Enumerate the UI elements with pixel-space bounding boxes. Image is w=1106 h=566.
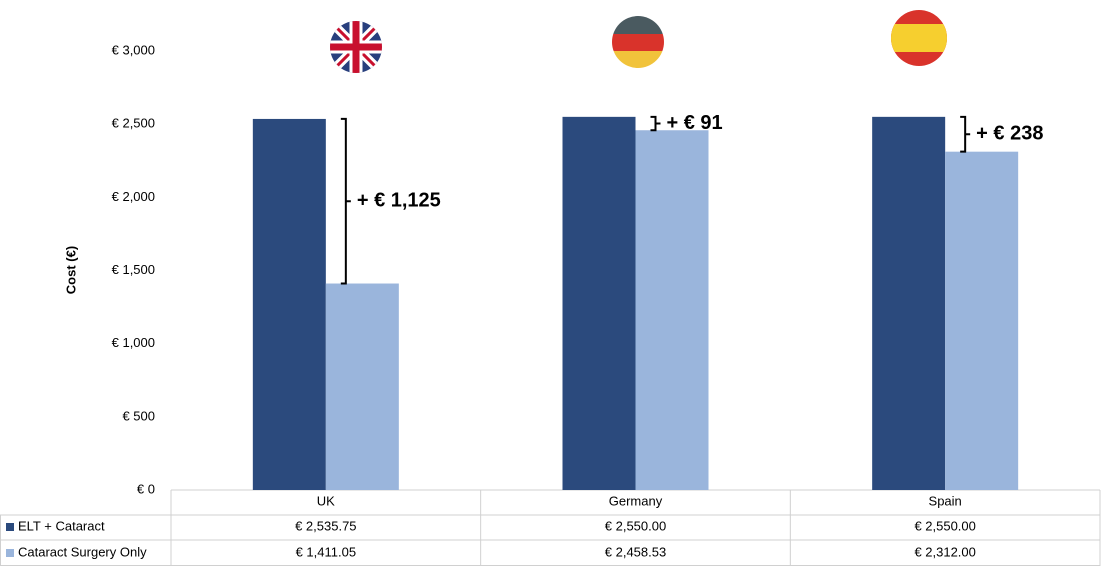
uk-flag bbox=[330, 21, 382, 73]
bar bbox=[325, 283, 399, 490]
table-value: € 1,411.05 bbox=[296, 544, 356, 559]
bar bbox=[252, 118, 326, 491]
difference-label: + € 91 bbox=[667, 112, 723, 134]
table-value: € 2,550.00 bbox=[605, 518, 666, 533]
legend-label: ELT + Cataract bbox=[18, 518, 105, 533]
difference-bracket bbox=[650, 115, 661, 132]
bar bbox=[562, 116, 636, 490]
y-tick-label: € 1,500 bbox=[112, 262, 155, 277]
y-tick-label: € 0 bbox=[137, 481, 155, 496]
table-value: € 2,312.00 bbox=[914, 544, 975, 559]
bar bbox=[635, 130, 709, 490]
bar bbox=[945, 151, 1019, 490]
table-value: € 2,458.53 bbox=[605, 544, 666, 559]
legend-swatch bbox=[6, 549, 14, 557]
x-tick-label: UK bbox=[317, 493, 335, 508]
bar bbox=[872, 116, 946, 490]
difference-label: + € 238 bbox=[976, 123, 1043, 145]
x-tick-label: Spain bbox=[929, 493, 962, 508]
difference-bracket bbox=[960, 115, 971, 153]
y-axis-title: Cost (€) bbox=[63, 246, 78, 294]
y-tick-label: € 2,000 bbox=[112, 189, 155, 204]
y-tick-label: € 1,000 bbox=[112, 335, 155, 350]
germany-flag bbox=[612, 16, 664, 68]
x-tick-label: Germany bbox=[609, 493, 663, 508]
y-tick-label: € 2,500 bbox=[112, 116, 155, 131]
y-tick-label: € 3,000 bbox=[112, 42, 155, 57]
difference-label: + € 1,125 bbox=[357, 190, 441, 212]
y-tick-label: € 500 bbox=[122, 408, 155, 423]
table-value: € 2,535.75 bbox=[295, 518, 356, 533]
table-value: € 2,550.00 bbox=[914, 518, 975, 533]
legend-swatch bbox=[6, 523, 14, 531]
legend-label: Cataract Surgery Only bbox=[18, 544, 147, 559]
difference-bracket bbox=[340, 117, 351, 285]
spain-flag bbox=[891, 10, 947, 66]
